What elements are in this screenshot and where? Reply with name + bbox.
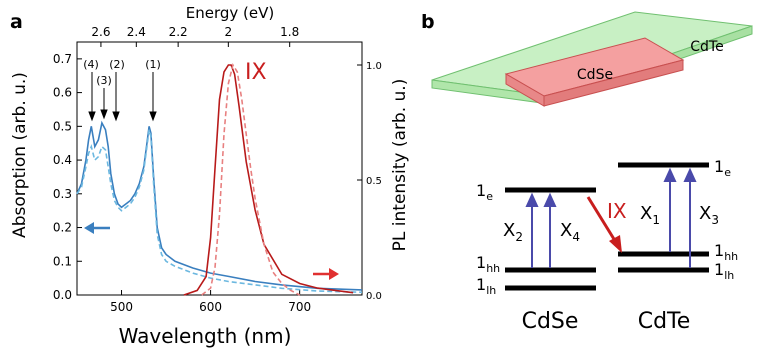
cdte-label: CdTe: [638, 309, 691, 334]
label-x2: X2: [503, 220, 523, 244]
y2-tick-label-1: 0.5: [366, 176, 382, 187]
cdte-slab-label: CdTe: [690, 39, 723, 55]
x2-tick-label-4: 1.8: [280, 25, 299, 39]
right-axis-label: PL intensity (arb. u.): [390, 79, 410, 252]
left-axis-label: Absorption (arb. u.): [10, 72, 30, 238]
bottom-axis-label: Wavelength (nm): [119, 324, 292, 348]
peak-arrowhead-2: [112, 111, 120, 122]
arrowhead-x3: [683, 167, 697, 182]
y-tick-label-7: 0.7: [53, 52, 72, 66]
y-tick-label-2: 0.2: [53, 221, 72, 235]
y-tick-label-6: 0.6: [53, 86, 72, 100]
y-tick-label-5: 0.5: [53, 119, 72, 133]
label-x4: X4: [560, 220, 580, 244]
series-line-3: [201, 62, 301, 296]
series-line-1: [76, 129, 363, 294]
peak-arrowhead-3: [100, 109, 108, 120]
label-cdte-1hh: 1hh: [714, 241, 738, 263]
arrowhead-x1: [663, 167, 677, 182]
left-axis-arrow: [84, 222, 110, 234]
x-tick-label-1: 600: [199, 300, 222, 314]
label-cdte-1lh: 1lh: [714, 260, 734, 282]
series-line-2: [183, 64, 354, 296]
peak-label-4: (4): [83, 58, 99, 71]
cdse-label: CdSe: [522, 309, 579, 334]
y2-tick-label-2: 1.0: [366, 61, 382, 72]
cdse-slab-label: CdSe: [577, 67, 613, 83]
arrowhead-x2: [525, 192, 539, 207]
top-axis-label: Energy (eV): [186, 4, 274, 22]
x2-tick-label-3: 2: [225, 25, 233, 39]
x-tick-label-0: 500: [110, 300, 133, 314]
energy-levels: [505, 162, 709, 291]
y2-tick-label-0: 0.0: [366, 291, 382, 302]
peak-arrowhead-1: [149, 111, 157, 122]
y-tick-label-1: 0.1: [53, 254, 72, 268]
label-cdse-1lh: 1lh: [476, 275, 496, 297]
label-x1: X1: [640, 203, 660, 227]
x2-tick-label-1: 2.4: [127, 25, 146, 39]
y-tick-label-4: 0.4: [53, 153, 72, 167]
series-line-0: [76, 120, 363, 291]
label-cdte-1e: 1e: [714, 157, 731, 179]
y-tick-label-0: 0.0: [53, 288, 72, 302]
right-axis-arrow: [313, 268, 339, 280]
peak-label-1: (1): [145, 58, 161, 71]
x2-tick-label-0: 2.6: [91, 25, 110, 39]
arrow-ix: [586, 196, 622, 253]
plot-frame: [76, 41, 363, 296]
cdse-slab: [504, 37, 685, 107]
x2-tick-label-2: 2.2: [169, 25, 188, 39]
arrowhead-x4: [543, 192, 557, 207]
absorption-pl-chart: 500 600 700 0.0 0.1 0.2 0.3 0.4 0.5 0.6 0.7 0.0 0.5 1…: [53, 25, 382, 314]
y-tick-label-3: 0.3: [53, 187, 72, 201]
label-x3: X3: [699, 203, 719, 227]
label-cdse-1hh: 1hh: [476, 253, 500, 275]
label-cdse-1e: 1e: [476, 181, 493, 203]
peak-label-2: (2): [109, 58, 125, 71]
ix-label-a: IX: [245, 60, 267, 85]
peak-arrowhead-4: [88, 111, 96, 122]
panel-b-label: b: [421, 11, 435, 33]
x-tick-label-2: 700: [288, 300, 311, 314]
peak-label-3: (3): [96, 74, 112, 87]
panel-a-label: a: [10, 11, 23, 33]
label-ix-b: IX: [607, 199, 627, 223]
